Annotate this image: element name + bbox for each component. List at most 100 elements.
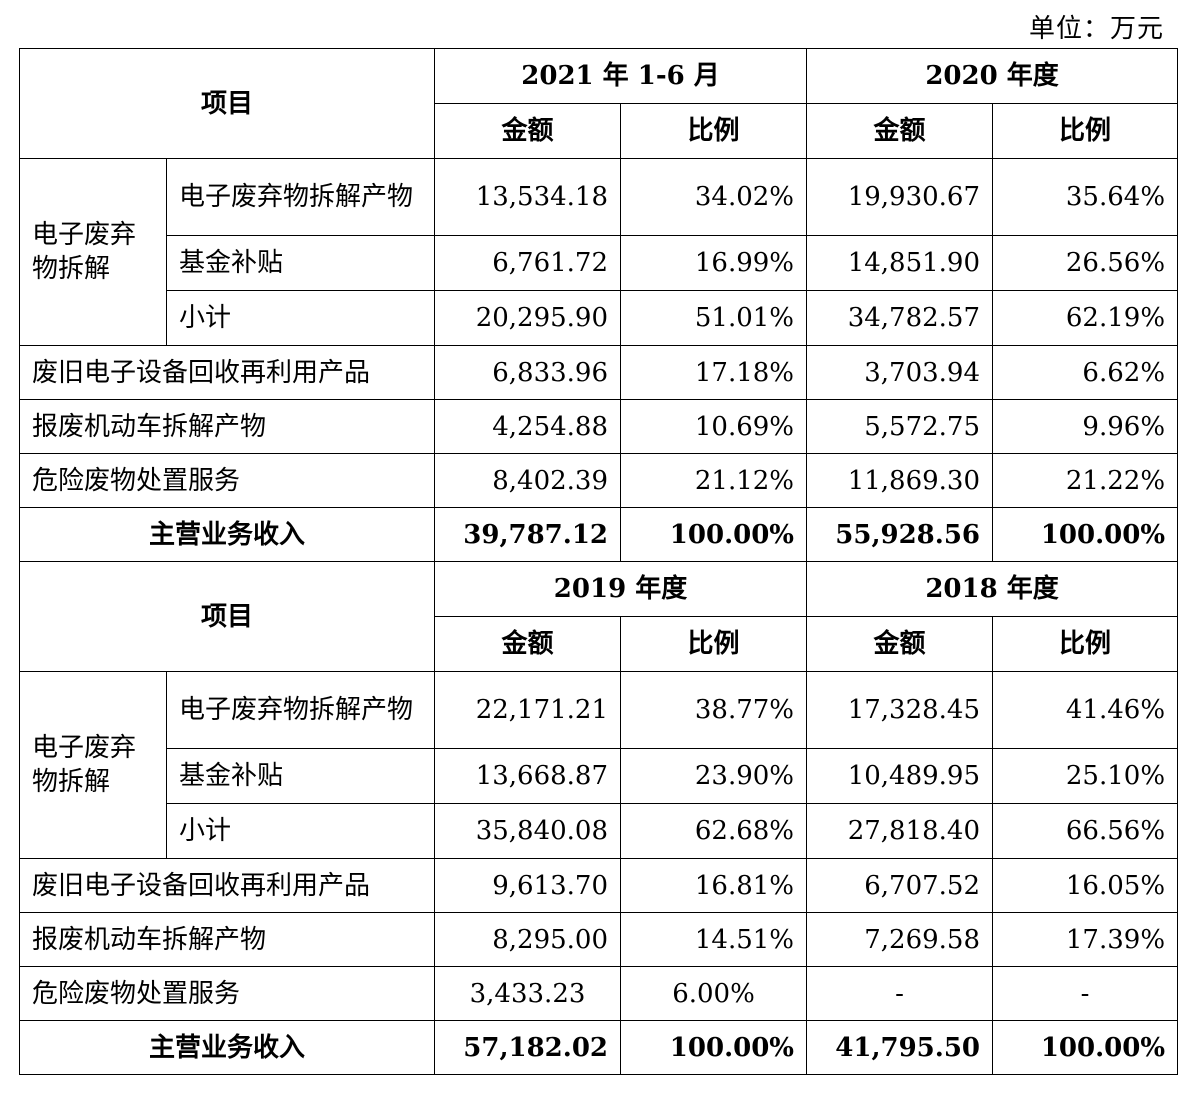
row-label: 报废机动车拆解产物 xyxy=(18,912,436,967)
amount-cell: 17,328.45 xyxy=(806,671,994,749)
amount-cell: - xyxy=(806,966,994,1021)
ratio-cell: 10.69% xyxy=(620,399,808,454)
amount-cell: 13,534.18 xyxy=(434,158,622,236)
row-label: 废旧电子设备回收再利用产品 xyxy=(18,345,436,400)
ratio-cell: 25.10% xyxy=(992,748,1179,804)
item-header: 项目 xyxy=(18,48,436,159)
amount-cell: 8,295.00 xyxy=(434,912,622,967)
amount-cell: 3,433.23 xyxy=(434,966,622,1021)
row-label: 基金补贴 xyxy=(165,748,436,804)
section-2-header-row: 项目 2019 年度 2018 年度 xyxy=(18,561,1179,672)
amount-cell: 19,930.67 xyxy=(806,158,994,236)
table-row: 电子废弃物拆解 电子废弃物拆解产物 22,171.21 38.77% 17,32… xyxy=(19,671,1179,859)
unit-label: 单位：万元 xyxy=(1028,14,1164,44)
amount-cell: 7,269.58 xyxy=(806,912,994,967)
table-row: 电子废弃物拆解 电子废弃物拆解产物 13,534.18 34.02% 19,93… xyxy=(19,158,1179,346)
amount-header: 金额 xyxy=(806,103,994,159)
ratio-cell: 16.05% xyxy=(992,858,1179,913)
amount-cell: 14,851.90 xyxy=(806,235,994,291)
amount-cell: 4,254.88 xyxy=(434,399,622,454)
ratio-header: 比例 xyxy=(992,616,1179,672)
group-label: 电子废弃物拆解 xyxy=(19,671,167,859)
table-row: 危险废物处置服务 3,433.23 6.00% - - xyxy=(18,966,1179,1021)
amount-cell: 8,402.39 xyxy=(434,453,622,508)
amount-cell: 10,489.95 xyxy=(806,748,994,804)
amount-header: 金额 xyxy=(434,616,622,672)
amount-cell: 5,572.75 xyxy=(806,399,994,454)
ratio-header: 比例 xyxy=(992,103,1179,159)
amount-cell: 55,928.56 xyxy=(806,507,994,562)
amount-cell: 20,295.90 xyxy=(434,290,622,346)
group-label: 电子废弃物拆解 xyxy=(19,158,167,346)
ratio-cell: 100.00% xyxy=(992,1020,1179,1075)
ratio-cell: 62.68% xyxy=(620,803,808,859)
amount-cell: 41,795.50 xyxy=(806,1020,994,1075)
table-row: 小计 20,295.90 51.01% 34,782.57 62.19% xyxy=(20,290,1179,346)
table-row: 废旧电子设备回收再利用产品 9,613.70 16.81% 6,707.52 1… xyxy=(18,858,1179,913)
amount-cell: 11,869.30 xyxy=(806,453,994,508)
section-1-header-row: 项目 2021 年 1-6 月 2020 年度 xyxy=(18,48,1179,159)
ratio-cell: 62.19% xyxy=(992,290,1179,346)
total-label: 主营业务收入 xyxy=(18,507,436,562)
period-header: 2020 年度 xyxy=(806,48,1179,104)
table-row: 危险废物处置服务 8,402.39 21.12% 11,869.30 21.22… xyxy=(18,453,1179,508)
total-label: 主营业务收入 xyxy=(18,1020,436,1075)
amount-cell: 57,182.02 xyxy=(434,1020,622,1075)
ratio-cell: 26.56% xyxy=(992,235,1179,291)
ratio-cell: 34.02% xyxy=(620,158,808,236)
row-label: 小计 xyxy=(165,803,436,859)
ratio-cell: 14.51% xyxy=(620,912,808,967)
amount-cell: 6,833.96 xyxy=(434,345,622,400)
item-header: 项目 xyxy=(18,561,436,672)
revenue-table: 项目 2021 年 1-6 月 2020 年度 金额 比例 金额 比例 电子废弃… xyxy=(18,48,1179,1075)
period-header: 2018 年度 xyxy=(806,561,1179,617)
total-row: 主营业务收入 39,787.12 100.00% 55,928.56 100.0… xyxy=(18,507,1179,562)
row-label: 基金补贴 xyxy=(165,235,436,291)
ratio-cell: 66.56% xyxy=(992,803,1179,859)
table-row: 报废机动车拆解产物 8,295.00 14.51% 7,269.58 17.39… xyxy=(18,912,1179,967)
amount-cell: 6,761.72 xyxy=(434,235,622,291)
amount-cell: 13,668.87 xyxy=(434,748,622,804)
row-label: 小计 xyxy=(165,290,436,346)
table-row: 小计 35,840.08 62.68% 27,818.40 66.56% xyxy=(20,803,1179,859)
amount-cell: 27,818.40 xyxy=(806,803,994,859)
row-label: 废旧电子设备回收再利用产品 xyxy=(18,858,436,913)
ratio-cell: 17.18% xyxy=(620,345,808,400)
period-header: 2021 年 1-6 月 xyxy=(434,48,808,104)
amount-cell: 9,613.70 xyxy=(434,858,622,913)
table-row: 基金补贴 13,668.87 23.90% 10,489.95 25.10% xyxy=(20,748,1179,804)
amount-cell: 6,707.52 xyxy=(806,858,994,913)
ratio-header: 比例 xyxy=(620,103,808,159)
amount-cell: 22,171.21 xyxy=(434,671,622,749)
amount-cell: 35,840.08 xyxy=(434,803,622,859)
period-header: 2019 年度 xyxy=(434,561,808,617)
row-label: 危险废物处置服务 xyxy=(18,966,436,1021)
ratio-cell: 51.01% xyxy=(620,290,808,346)
ratio-cell: 35.64% xyxy=(992,158,1179,236)
table-row: 报废机动车拆解产物 4,254.88 10.69% 5,572.75 9.96% xyxy=(18,399,1179,454)
total-row: 主营业务收入 57,182.02 100.00% 41,795.50 100.0… xyxy=(18,1020,1179,1075)
ratio-cell: 16.99% xyxy=(620,235,808,291)
ratio-cell: 100.00% xyxy=(620,1020,808,1075)
ratio-header: 比例 xyxy=(620,616,808,672)
ratio-cell: 100.00% xyxy=(620,507,808,562)
ratio-cell: 38.77% xyxy=(620,671,808,749)
amount-header: 金额 xyxy=(806,616,994,672)
row-label: 危险废物处置服务 xyxy=(18,453,436,508)
amount-cell: 3,703.94 xyxy=(806,345,994,400)
ratio-cell: 21.22% xyxy=(992,453,1179,508)
ratio-cell: 100.00% xyxy=(992,507,1179,562)
ratio-cell: 23.90% xyxy=(620,748,808,804)
amount-header: 金额 xyxy=(434,103,622,159)
ratio-cell: 6.62% xyxy=(992,345,1179,400)
ratio-cell: 41.46% xyxy=(992,671,1179,749)
row-label: 电子废弃物拆解产物 xyxy=(165,158,436,236)
ratio-cell: 16.81% xyxy=(620,858,808,913)
table-row: 基金补贴 6,761.72 16.99% 14,851.90 26.56% xyxy=(20,235,1179,291)
ratio-cell: 21.12% xyxy=(620,453,808,508)
table-row: 废旧电子设备回收再利用产品 6,833.96 17.18% 3,703.94 6… xyxy=(18,345,1179,400)
ratio-cell: 6.00% xyxy=(620,966,808,1021)
amount-cell: 39,787.12 xyxy=(434,507,622,562)
ratio-cell: - xyxy=(992,966,1179,1021)
ratio-cell: 9.96% xyxy=(992,399,1179,454)
